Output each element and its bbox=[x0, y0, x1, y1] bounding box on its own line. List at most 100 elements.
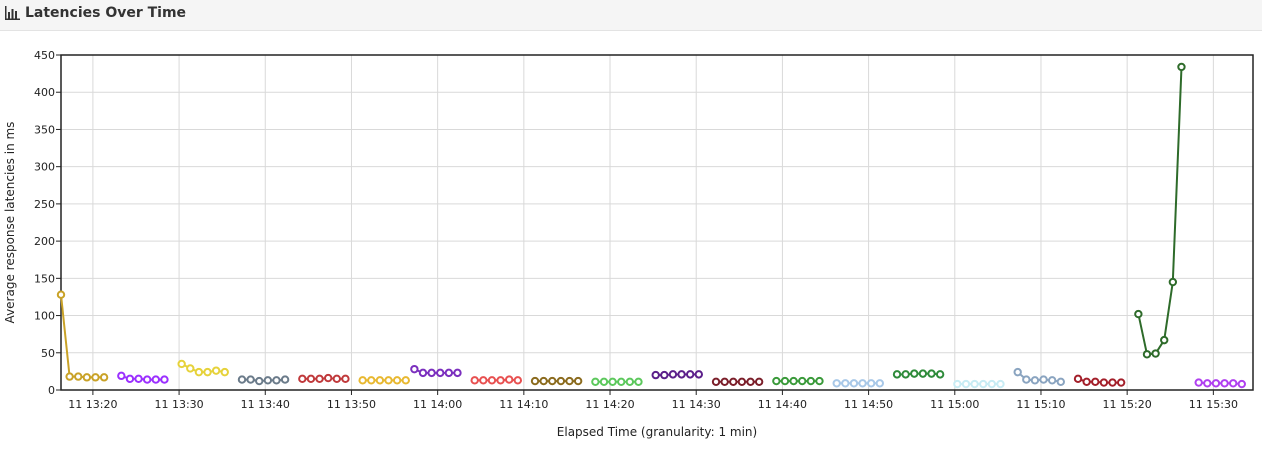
data-point[interactable] bbox=[160, 375, 169, 384]
data-point[interactable] bbox=[746, 377, 755, 387]
data-point[interactable] bbox=[367, 376, 376, 385]
data-point[interactable] bbox=[91, 373, 100, 382]
data-point[interactable] bbox=[306, 374, 316, 384]
data-point[interactable] bbox=[668, 370, 678, 379]
data-point[interactable] bbox=[1220, 379, 1229, 388]
data-point[interactable] bbox=[1116, 378, 1126, 387]
data-point[interactable] bbox=[1108, 378, 1117, 387]
data-point[interactable] bbox=[780, 376, 790, 386]
data-point[interactable] bbox=[625, 377, 635, 387]
data-point[interactable] bbox=[798, 376, 807, 386]
data-point[interactable] bbox=[1099, 378, 1109, 387]
data-point[interactable] bbox=[1142, 350, 1152, 359]
data-point[interactable] bbox=[711, 377, 721, 387]
data-point[interactable] bbox=[858, 379, 867, 388]
data-point[interactable] bbox=[1177, 62, 1186, 72]
data-point[interactable] bbox=[694, 370, 704, 379]
data-point[interactable] bbox=[927, 369, 936, 378]
data-point[interactable] bbox=[1134, 309, 1143, 319]
data-point[interactable] bbox=[660, 370, 669, 380]
data-point[interactable] bbox=[634, 377, 643, 387]
data-point[interactable] bbox=[910, 369, 919, 378]
data-point[interactable] bbox=[341, 374, 350, 384]
data-point[interactable] bbox=[444, 368, 454, 378]
data-point[interactable] bbox=[1091, 377, 1100, 387]
data-point[interactable] bbox=[565, 376, 574, 386]
data-point[interactable] bbox=[82, 373, 92, 382]
data-point[interactable] bbox=[384, 376, 393, 385]
data-point[interactable] bbox=[815, 376, 824, 386]
data-point[interactable] bbox=[186, 364, 195, 373]
data-point[interactable] bbox=[737, 377, 747, 387]
data-point[interactable] bbox=[1237, 379, 1246, 389]
data-point[interactable] bbox=[556, 376, 566, 386]
data-point[interactable] bbox=[961, 379, 971, 389]
data-point[interactable] bbox=[1151, 349, 1160, 358]
data-point[interactable] bbox=[504, 375, 514, 384]
data-point[interactable] bbox=[74, 372, 83, 381]
data-point[interactable] bbox=[332, 374, 342, 384]
data-point[interactable] bbox=[203, 367, 212, 377]
data-point[interactable] bbox=[789, 376, 798, 386]
data-point[interactable] bbox=[970, 379, 979, 389]
data-point[interactable] bbox=[117, 371, 126, 381]
data-point[interactable] bbox=[892, 370, 902, 379]
data-point[interactable] bbox=[410, 364, 419, 374]
data-point[interactable] bbox=[392, 376, 402, 385]
data-point[interactable] bbox=[401, 376, 410, 385]
data-point[interactable] bbox=[1082, 377, 1091, 387]
data-point[interactable] bbox=[953, 379, 962, 389]
data-point[interactable] bbox=[1160, 335, 1169, 345]
data-point[interactable] bbox=[65, 372, 74, 381]
data-point[interactable] bbox=[677, 370, 686, 379]
data-point[interactable] bbox=[1056, 377, 1065, 387]
data-point[interactable] bbox=[142, 375, 152, 384]
data-point[interactable] bbox=[1013, 367, 1022, 377]
data-point[interactable] bbox=[134, 374, 143, 384]
data-point[interactable] bbox=[651, 370, 660, 380]
data-point[interactable] bbox=[470, 376, 479, 385]
data-point[interactable] bbox=[315, 374, 324, 384]
data-point[interactable] bbox=[1039, 375, 1048, 384]
data-point[interactable] bbox=[1030, 376, 1040, 385]
data-point[interactable] bbox=[1168, 277, 1178, 287]
data-point[interactable] bbox=[1194, 378, 1203, 387]
data-point[interactable] bbox=[573, 376, 583, 386]
data-point[interactable] bbox=[599, 377, 609, 387]
data-point[interactable] bbox=[375, 376, 385, 385]
data-point[interactable] bbox=[358, 376, 367, 385]
data-point[interactable] bbox=[918, 369, 928, 378]
data-point[interactable] bbox=[255, 376, 264, 386]
data-point[interactable] bbox=[754, 377, 764, 387]
data-point[interactable] bbox=[99, 373, 109, 382]
data-point[interactable] bbox=[548, 376, 557, 386]
data-point[interactable] bbox=[849, 379, 859, 388]
data-point[interactable] bbox=[436, 368, 445, 378]
data-point[interactable] bbox=[866, 379, 876, 388]
data-point[interactable] bbox=[1228, 379, 1238, 388]
data-point[interactable] bbox=[211, 366, 221, 375]
data-point[interactable] bbox=[987, 379, 997, 389]
data-point[interactable] bbox=[832, 379, 841, 388]
data-point[interactable] bbox=[996, 379, 1005, 389]
data-point[interactable] bbox=[427, 368, 436, 378]
data-point[interactable] bbox=[530, 376, 540, 386]
data-point[interactable] bbox=[487, 376, 497, 385]
data-point[interactable] bbox=[272, 376, 281, 385]
data-point[interactable] bbox=[513, 376, 523, 385]
data-point[interactable] bbox=[617, 377, 626, 387]
data-point[interactable] bbox=[194, 367, 204, 377]
data-point[interactable] bbox=[280, 375, 290, 384]
data-point[interactable] bbox=[1203, 379, 1212, 388]
data-point[interactable] bbox=[246, 375, 255, 384]
data-point[interactable] bbox=[608, 377, 617, 387]
data-point[interactable] bbox=[772, 376, 781, 386]
data-point[interactable] bbox=[237, 375, 247, 384]
data-point[interactable] bbox=[806, 376, 816, 386]
data-point[interactable] bbox=[496, 376, 505, 385]
data-point[interactable] bbox=[1047, 376, 1057, 385]
data-point[interactable] bbox=[1022, 375, 1031, 384]
data-point[interactable] bbox=[1073, 374, 1083, 384]
data-point[interactable] bbox=[479, 376, 488, 385]
data-point[interactable] bbox=[298, 374, 307, 384]
